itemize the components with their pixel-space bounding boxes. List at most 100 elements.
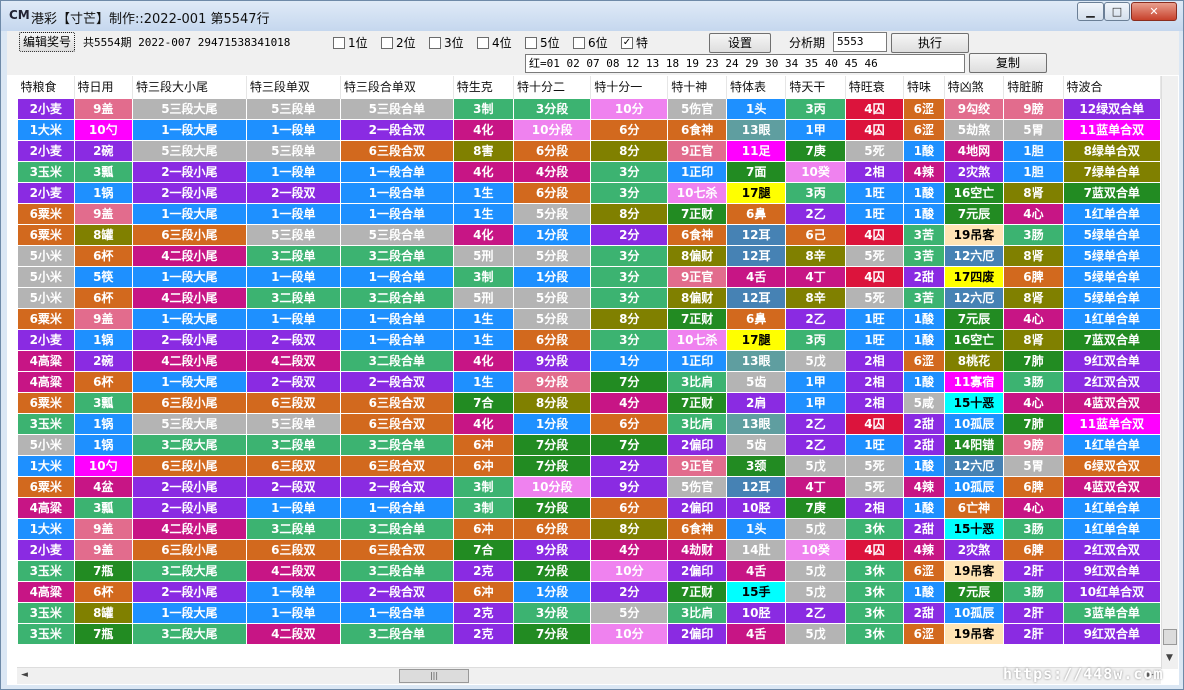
table-cell[interactable]: 9正官 [667,454,727,477]
table-cell[interactable]: 1旺 [844,307,905,330]
table-cell[interactable]: 3制 [452,265,514,288]
table-cell[interactable]: 6分 [590,496,669,519]
table-cell[interactable]: 3二段单 [245,244,341,267]
table-cell[interactable]: 1分段 [512,265,592,288]
table-cell[interactable]: 6杯 [73,580,133,603]
table-cell[interactable]: 5三段大尾 [131,139,247,162]
table-cell[interactable]: 5分段 [512,286,592,309]
table-cell[interactable]: 4劫财 [667,538,727,561]
table-cell[interactable]: 5分段 [512,307,592,330]
table-cell[interactable]: 9正官 [667,139,727,162]
table-cell[interactable]: 6冲 [452,454,514,477]
table-cell[interactable]: 1锅 [73,433,133,456]
table-cell[interactable]: 2一段双 [245,370,341,393]
table-cell[interactable]: 11寡宿 [943,370,1005,393]
table-cell[interactable]: 3肠 [1003,223,1064,246]
table-row[interactable]: 6粟米 9盖 1一段大尾 1一段单 1一段合单 1生 5分段 8分 7正财 6鼻 2乙 1旺 1酸 7元辰… [17,307,1161,330]
column-header[interactable]: 特十分二 [513,76,592,98]
table-cell[interactable]: 3瓢 [73,160,133,183]
table-cell[interactable]: 2一段合双 [339,475,454,498]
table-cell[interactable]: 5三段大尾 [131,412,247,435]
table-cell[interactable]: 2分 [590,580,669,603]
table-cell[interactable]: 1头 [725,97,787,120]
table-cell[interactable]: 4辣 [903,475,945,498]
scroll-right-arrow-icon[interactable]: ► [1147,670,1154,680]
table-cell[interactable]: 10分 [590,559,669,582]
table-cell[interactable]: 4丁 [785,265,846,288]
table-cell[interactable]: 3肠 [1003,517,1064,540]
table-cell[interactable]: 5绿单合单 [1062,223,1161,246]
table-cell[interactable]: 6冲 [452,433,514,456]
table-row[interactable]: 3玉米 8罐 1一段大尾 1一段单 1一段合单 2克 3分段 5分 3比肩 10胫 2乙 3休 2甜 10… [17,601,1161,624]
table-cell[interactable]: 8肾 [1003,244,1064,267]
table-cell[interactable]: 4囚 [844,538,905,561]
table-cell[interactable]: 1酸 [903,454,945,477]
table-cell[interactable]: 4舌 [725,265,787,288]
table-cell[interactable]: 6分段 [512,517,592,540]
position-checkbox[interactable]: 6位 [573,34,608,51]
table-cell[interactable]: 1一段单 [245,118,341,141]
table-cell[interactable]: 3二段合单 [339,349,454,372]
table-cell[interactable]: 4化 [452,412,514,435]
table-row[interactable]: 2小麦 9盖 6三段小尾 6三段双 6三段合双 7合 9分段 4分 4劫财 14肚 10癸 4囚 4辣 2… [17,538,1161,561]
table-row[interactable]: 5小米 6杯 4二段小尾 3二段单 3二段合单 5刑 5分段 3分 8偏财 12耳 8辛 5死 3苦 12… [17,286,1161,309]
table-cell[interactable]: 2碗 [73,139,133,162]
table-cell[interactable]: 8辛 [785,286,846,309]
table-cell[interactable]: 4分 [590,391,669,414]
table-cell[interactable]: 17腿 [725,181,787,204]
checkbox-box[interactable] [573,36,585,49]
table-cell[interactable]: 2小麦 [17,139,75,162]
table-cell[interactable]: 3二段大尾 [131,433,247,456]
table-cell[interactable]: 6三段合双 [339,139,454,162]
table-row[interactable]: 4高粱 2碗 4二段小尾 4二段双 3二段合单 4化 9分段 1分 1正印 13眼 5戊 2相 6涩 8桃… [17,349,1161,372]
table-cell[interactable]: 4分段 [512,160,592,183]
table-cell[interactable]: 3休 [844,601,905,624]
table-cell[interactable]: 2小麦 [17,328,75,351]
table-cell[interactable]: 15手 [725,580,787,603]
table-cell[interactable]: 2肝 [1003,601,1064,624]
table-row[interactable]: 2小麦 9盖 5三段大尾 5三段单 5三段合单 3制 3分段 10分 5伤官 1头 3丙 4囚 6涩 9勾… [17,97,1161,120]
table-cell[interactable]: 7正财 [667,391,727,414]
table-cell[interactable]: 9分段 [512,349,592,372]
table-cell[interactable]: 7分段 [512,454,592,477]
table-cell[interactable]: 7面 [725,160,787,183]
minimize-button[interactable]: ▁ [1077,2,1104,21]
table-cell[interactable]: 5三段合单 [339,97,454,120]
table-cell[interactable]: 2相 [844,496,905,519]
table-cell[interactable]: 7分 [590,433,669,456]
table-cell[interactable]: 4高粱 [17,580,75,603]
position-checkbox[interactable]: 2位 [381,34,416,51]
table-cell[interactable]: 5死 [844,475,905,498]
table-cell[interactable]: 12耳 [725,286,787,309]
table-cell[interactable]: 6涩 [903,97,945,120]
table-cell[interactable]: 4二段双 [245,559,341,582]
table-cell[interactable]: 1胆 [1003,139,1064,162]
table-cell[interactable]: 7合 [452,538,514,561]
table-row[interactable]: 3玉米 7瓶 3二段大尾 4二段双 3二段合单 2克 7分段 10分 2偏印 4舌 5戊 3休 6涩 19… [17,622,1161,645]
table-cell[interactable]: 3比肩 [667,601,727,624]
table-cell[interactable]: 2偏印 [667,496,727,519]
table-cell[interactable]: 9盖 [73,97,133,120]
table-cell[interactable]: 1大米 [17,118,75,141]
table-cell[interactable]: 5死 [844,286,905,309]
table-cell[interactable]: 3休 [844,517,905,540]
table-cell[interactable]: 10分段 [512,475,592,498]
table-cell[interactable]: 5伤官 [667,97,727,120]
table-cell[interactable]: 3二段单 [245,286,341,309]
table-cell[interactable]: 7分段 [512,559,592,582]
table-cell[interactable]: 5绿单合单 [1062,265,1161,288]
table-cell[interactable]: 10癸 [785,538,846,561]
table-cell[interactable]: 1旺 [844,181,905,204]
table-cell[interactable]: 5齿 [725,433,787,456]
table-cell[interactable]: 2乙 [785,412,846,435]
table-cell[interactable]: 2甜 [903,412,945,435]
table-cell[interactable]: 6三段双 [245,454,341,477]
analysis-period-input[interactable]: 5553 [833,32,887,52]
table-cell[interactable]: 1酸 [903,370,945,393]
table-cell[interactable]: 11足 [725,139,787,162]
table-cell[interactable]: 8辛 [785,244,846,267]
table-cell[interactable]: 7元辰 [943,307,1005,330]
table-cell[interactable]: 3休 [844,559,905,582]
table-cell[interactable]: 9勾绞 [943,97,1005,120]
table-cell[interactable]: 1分段 [512,223,592,246]
